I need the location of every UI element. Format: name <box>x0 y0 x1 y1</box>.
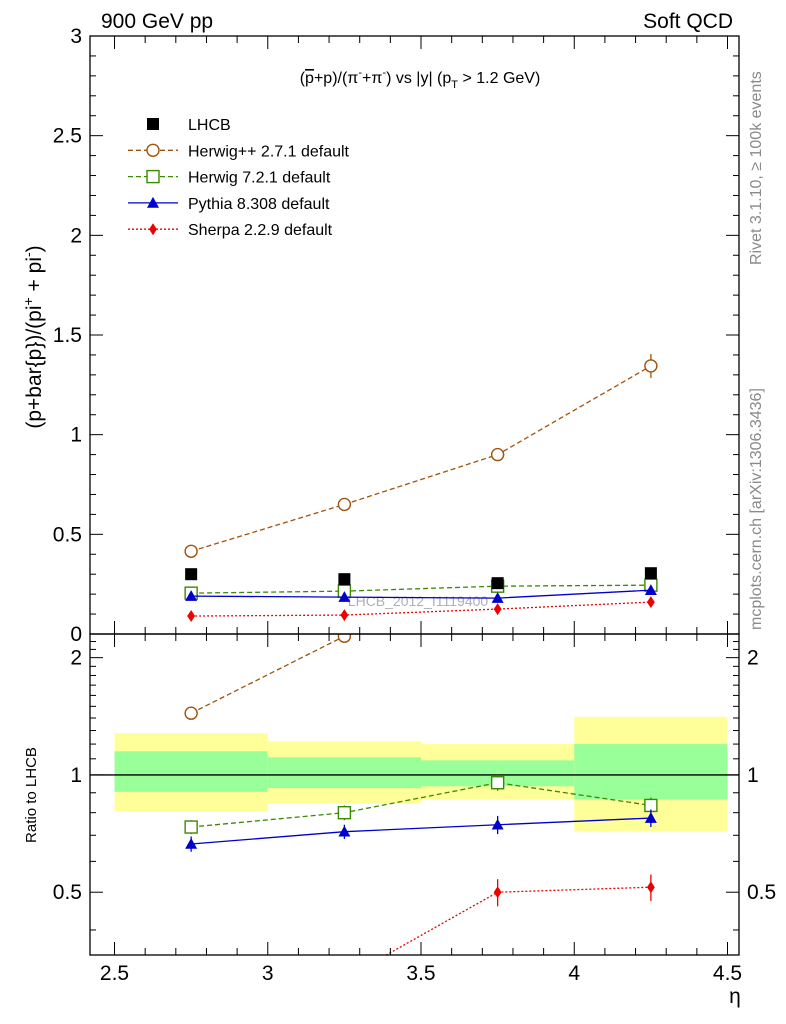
ratio-pythia-point <box>644 812 657 823</box>
legend-pythia-label: Pythia 8.308 default <box>188 196 330 213</box>
main-plot-series <box>184 353 658 623</box>
ratio-plot-series <box>184 634 658 1015</box>
x-tick-label: 3.5 <box>406 962 435 985</box>
main-pythia-point <box>338 591 351 602</box>
ratio-y-tick-label-right: 2 <box>747 647 759 670</box>
analysis-watermark: LHCB_2012_I1119400 <box>348 593 489 609</box>
x-axis-label: η <box>729 985 741 1008</box>
ratio-y-tick-label-left: 1 <box>70 764 82 787</box>
ratio-sherpa-point <box>340 973 348 985</box>
legend-herwig7-marker <box>146 169 160 184</box>
ratio-band-inner <box>114 751 268 792</box>
main-herwigpp-point <box>184 544 198 558</box>
axis-tick-labels: 2.5 3 3.5 4 4.5 0 0.5 1 1.5 2 2.5 3 0.5 0.5 1 1 2 2 <box>53 25 776 985</box>
main-pythia-point <box>491 592 504 603</box>
ratio-y-tick-label-left: 2 <box>70 647 82 670</box>
main-lhcb-point <box>491 577 504 590</box>
main-lhcb-point <box>185 568 198 581</box>
ratio-y-tick-label-right: 0.5 <box>747 881 776 904</box>
x-tick-label: 3 <box>262 962 274 985</box>
legend: LHCB Herwig++ 2.7.1 default Herwig 7.2.1 d… <box>128 117 350 239</box>
main-herwigpp-line <box>190 365 652 552</box>
ratio-band-inner <box>574 744 728 800</box>
ratio-herwigpp-point <box>184 706 198 720</box>
legend-herwig7-label: Herwig 7.2.1 default <box>188 170 331 187</box>
main-pythia-point <box>644 584 657 595</box>
ratio-sherpa-point <box>646 881 655 894</box>
main-sherpa-point <box>187 610 196 623</box>
main-herwigpp-point <box>337 497 352 512</box>
x-tick-label: 4 <box>568 962 580 985</box>
ratio-pythia-point <box>338 825 351 837</box>
main-lhcb-point <box>644 567 657 580</box>
legend-sherpa-marker <box>149 223 157 236</box>
main-lhcb-point <box>338 573 351 586</box>
legend-lhcb-marker <box>147 118 159 130</box>
ratio-herwig7-point <box>490 776 505 790</box>
ratio-plot-frame <box>89 633 740 956</box>
main-herwigpp-point <box>644 359 658 373</box>
ratio-herwig7-point <box>184 820 198 834</box>
legend-herwigpp-label: Herwig++ 2.7.1 default <box>188 143 350 160</box>
side-label-rivet: Rivet 3.1.10, ≥ 100k events <box>748 71 765 265</box>
ratio-uncertainty-bands <box>90 716 739 832</box>
header-left-label: 900 GeV pp <box>101 10 213 33</box>
main-y-tick-label: 0 <box>70 623 82 646</box>
ratio-sherpa-line <box>384 886 651 955</box>
legend-herwigpp-marker <box>146 143 160 158</box>
main-y-tick-label: 0.5 <box>53 523 82 546</box>
ratio-y-axis-label: Ratio to LHCB <box>23 747 40 843</box>
main-herwigpp-point <box>490 447 505 462</box>
main-herwig7-line <box>191 584 651 594</box>
header-right-label: Soft QCD <box>643 10 733 33</box>
main-y-tick-label: 2.5 <box>53 125 82 148</box>
main-y-tick-label: 1 <box>70 424 82 447</box>
main-y-tick-label: 2 <box>70 224 82 247</box>
main-sherpa-line <box>191 601 651 617</box>
ratio-pythia-point <box>185 837 198 849</box>
ratio-pythia-point <box>491 818 504 830</box>
x-tick-label: 4.5 <box>713 962 742 985</box>
ratio-sherpa-point <box>493 886 502 899</box>
main-y-axis-label: (p+bar{p})/(pi+ + pi-) <box>20 245 46 428</box>
legend-sherpa-label: Sherpa 2.2.9 default <box>188 222 333 239</box>
ratio-herwig7-line <box>191 782 651 828</box>
ratio-herwigpp-point <box>337 634 352 643</box>
ratio-band-inner <box>267 757 422 789</box>
legend-lhcb-label: LHCB <box>188 117 231 134</box>
legend-pythia-marker <box>147 196 159 208</box>
ratio-herwig7-point <box>337 805 352 820</box>
ratio-y-tick-label-left: 0.5 <box>53 881 82 904</box>
ratio-y-tick-label-right: 1 <box>747 764 759 787</box>
main-sherpa-point <box>493 603 502 616</box>
ratio-pythia-line <box>191 817 651 845</box>
side-label-mcplots: mcplots.cern.ch [arXiv:1306.3436] <box>748 388 765 630</box>
main-y-tick-label: 1.5 <box>53 324 82 347</box>
main-pythia-line <box>191 589 651 599</box>
main-y-tick-label: 3 <box>70 25 82 48</box>
plot-title: (p+p)/(π-+π-) vs |y| (pT > 1.2 GeV) <box>300 67 541 91</box>
main-sherpa-point <box>646 596 655 609</box>
x-tick-label: 2.5 <box>100 962 129 985</box>
ratio-herwigpp-line <box>190 635 345 714</box>
main-pythia-point <box>185 590 198 601</box>
ratio-sherpa-point <box>187 1003 195 1015</box>
main-sherpa-point <box>340 609 349 622</box>
axis-ticks <box>90 35 739 955</box>
